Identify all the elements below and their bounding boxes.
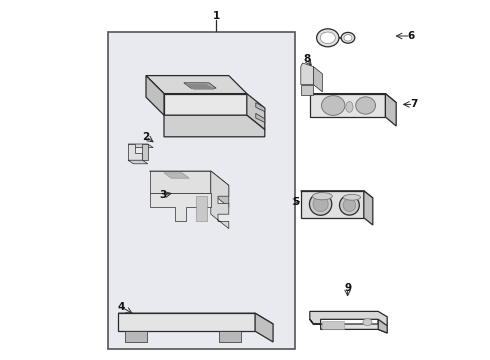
Polygon shape xyxy=(211,171,229,207)
Ellipse shape xyxy=(343,194,361,200)
Text: 9: 9 xyxy=(344,283,351,293)
Polygon shape xyxy=(247,94,265,130)
Polygon shape xyxy=(256,103,265,112)
Text: 8: 8 xyxy=(303,54,311,64)
Ellipse shape xyxy=(320,32,335,44)
Polygon shape xyxy=(301,85,314,95)
Ellipse shape xyxy=(344,35,352,41)
Ellipse shape xyxy=(310,193,332,215)
Text: 7: 7 xyxy=(410,99,417,109)
Polygon shape xyxy=(149,171,211,193)
Bar xyxy=(108,32,295,349)
Polygon shape xyxy=(378,319,387,333)
Polygon shape xyxy=(386,94,396,126)
Ellipse shape xyxy=(343,199,356,212)
Polygon shape xyxy=(146,76,164,115)
Ellipse shape xyxy=(317,29,339,47)
Polygon shape xyxy=(164,94,247,115)
Text: 6: 6 xyxy=(407,31,414,41)
Polygon shape xyxy=(125,331,147,342)
Polygon shape xyxy=(143,144,148,160)
Polygon shape xyxy=(211,171,229,229)
Polygon shape xyxy=(310,94,386,117)
Ellipse shape xyxy=(313,197,328,212)
Ellipse shape xyxy=(340,195,359,215)
Polygon shape xyxy=(149,193,211,221)
Polygon shape xyxy=(310,94,396,103)
Text: 2: 2 xyxy=(143,132,149,142)
Polygon shape xyxy=(301,191,364,218)
Polygon shape xyxy=(118,313,255,331)
Polygon shape xyxy=(255,313,273,342)
Polygon shape xyxy=(314,67,322,92)
Ellipse shape xyxy=(321,96,345,115)
Polygon shape xyxy=(196,196,207,221)
Polygon shape xyxy=(164,173,189,178)
Polygon shape xyxy=(301,63,314,85)
Text: 3: 3 xyxy=(159,190,167,200)
Polygon shape xyxy=(256,113,265,122)
Polygon shape xyxy=(128,160,148,164)
Ellipse shape xyxy=(363,319,372,326)
Polygon shape xyxy=(128,144,143,160)
Polygon shape xyxy=(146,76,247,94)
Polygon shape xyxy=(364,191,373,225)
Polygon shape xyxy=(186,84,214,89)
Ellipse shape xyxy=(313,193,332,200)
Polygon shape xyxy=(322,321,344,329)
Polygon shape xyxy=(164,115,265,137)
Polygon shape xyxy=(310,319,387,333)
Ellipse shape xyxy=(346,102,353,112)
Ellipse shape xyxy=(341,32,355,43)
Ellipse shape xyxy=(356,97,375,114)
Polygon shape xyxy=(149,171,229,185)
Polygon shape xyxy=(128,144,153,148)
Text: 5: 5 xyxy=(292,197,299,207)
Polygon shape xyxy=(310,311,387,326)
Polygon shape xyxy=(184,83,216,88)
Text: 4: 4 xyxy=(117,302,124,312)
Polygon shape xyxy=(118,313,273,324)
Text: 1: 1 xyxy=(213,11,220,21)
Polygon shape xyxy=(219,331,241,342)
Polygon shape xyxy=(301,191,373,198)
